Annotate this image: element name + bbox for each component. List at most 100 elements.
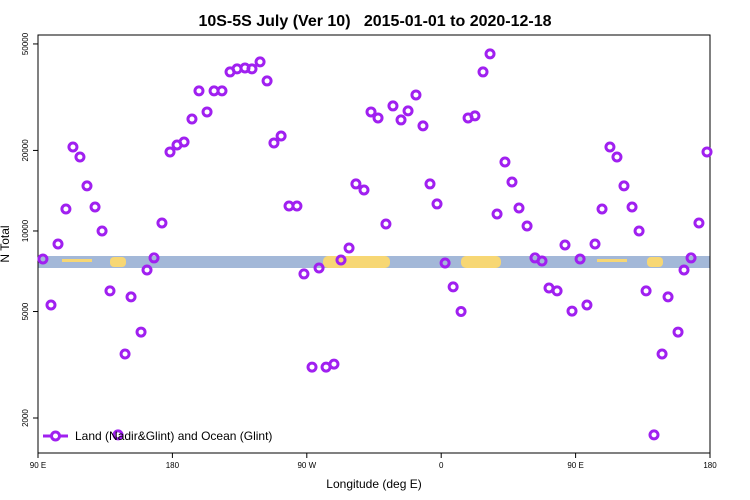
- point: [693, 217, 705, 229]
- point: [685, 252, 697, 264]
- point: [513, 202, 525, 214]
- point: [178, 136, 190, 148]
- point: [521, 220, 533, 232]
- point: [343, 242, 355, 254]
- point: [672, 326, 684, 338]
- point: [141, 264, 153, 276]
- map-strip: [38, 256, 710, 268]
- point: [261, 75, 273, 87]
- land: [62, 259, 92, 262]
- point: [306, 361, 318, 373]
- point: [640, 285, 652, 297]
- point: [387, 100, 399, 112]
- y-tick-label: 20000: [21, 139, 30, 162]
- point: [216, 85, 228, 97]
- point: [551, 285, 563, 297]
- point: [477, 66, 489, 78]
- y-tick-label: 10000: [21, 219, 30, 242]
- point: [499, 156, 511, 168]
- point: [67, 141, 79, 153]
- point: [45, 299, 57, 311]
- point: [96, 225, 108, 237]
- point: [156, 217, 168, 229]
- point: [372, 112, 384, 124]
- point: [431, 198, 443, 210]
- point: [193, 85, 205, 97]
- point: [395, 114, 407, 126]
- point: [275, 130, 287, 142]
- point: [81, 180, 93, 192]
- point: [648, 429, 660, 441]
- legend-label: Land (Nadir&Glint) and Ocean (Glint): [75, 429, 272, 443]
- point: [254, 56, 266, 68]
- point: [328, 358, 340, 370]
- point: [148, 252, 160, 264]
- point: [186, 113, 198, 125]
- point: [678, 264, 690, 276]
- legend-swatch-marker: [50, 430, 61, 442]
- legend-entry: Land (Nadir&Glint) and Ocean (Glint): [43, 429, 272, 443]
- land: [597, 259, 627, 262]
- point: [491, 208, 503, 220]
- point: [469, 110, 481, 122]
- point: [484, 48, 496, 60]
- point: [298, 268, 310, 280]
- point: [701, 146, 713, 158]
- x-tick-label: 0: [439, 461, 444, 470]
- land: [647, 257, 663, 267]
- point: [313, 262, 325, 274]
- point: [125, 291, 137, 303]
- point: [447, 281, 459, 293]
- point: [365, 106, 377, 118]
- point: [455, 306, 467, 318]
- point: [60, 203, 72, 215]
- x-tick-label: 180: [703, 461, 717, 470]
- point: [574, 253, 586, 265]
- x-axis-label: Longitude (deg E): [326, 477, 421, 491]
- point: [424, 178, 436, 190]
- y-tick-label: 5000: [21, 302, 30, 320]
- point: [633, 225, 645, 237]
- point: [662, 291, 674, 303]
- land: [110, 257, 126, 267]
- point: [604, 141, 616, 153]
- x-tick-label: 90 E: [30, 461, 46, 470]
- point: [380, 218, 392, 230]
- point: [506, 176, 518, 188]
- point: [201, 106, 213, 118]
- y-axis-label: N Total: [0, 225, 12, 262]
- point: [596, 203, 608, 215]
- chart-title: 10S-5S July (Ver 10) 2015-01-01 to 2020-…: [198, 13, 551, 30]
- x-tick-label: 180: [166, 461, 180, 470]
- point: [581, 299, 593, 311]
- point: [417, 120, 429, 132]
- point: [104, 285, 116, 297]
- point: [536, 255, 548, 267]
- point: [268, 137, 280, 149]
- point: [618, 180, 630, 192]
- point: [589, 238, 601, 250]
- point: [350, 178, 362, 190]
- land: [461, 256, 501, 268]
- point: [626, 201, 638, 213]
- point: [74, 151, 86, 163]
- point: [611, 151, 623, 163]
- point: [119, 348, 131, 360]
- point: [135, 326, 147, 338]
- point: [335, 254, 347, 266]
- point: [559, 239, 571, 251]
- x-tick-label: 90 E: [567, 461, 583, 470]
- x-tick-label: 90 W: [297, 461, 316, 470]
- point: [112, 429, 124, 441]
- point: [358, 184, 370, 196]
- point: [89, 201, 101, 213]
- point: [439, 257, 451, 269]
- land: [323, 256, 390, 268]
- point: [402, 105, 414, 117]
- point: [37, 253, 49, 265]
- point: [52, 238, 64, 250]
- point: [656, 348, 668, 360]
